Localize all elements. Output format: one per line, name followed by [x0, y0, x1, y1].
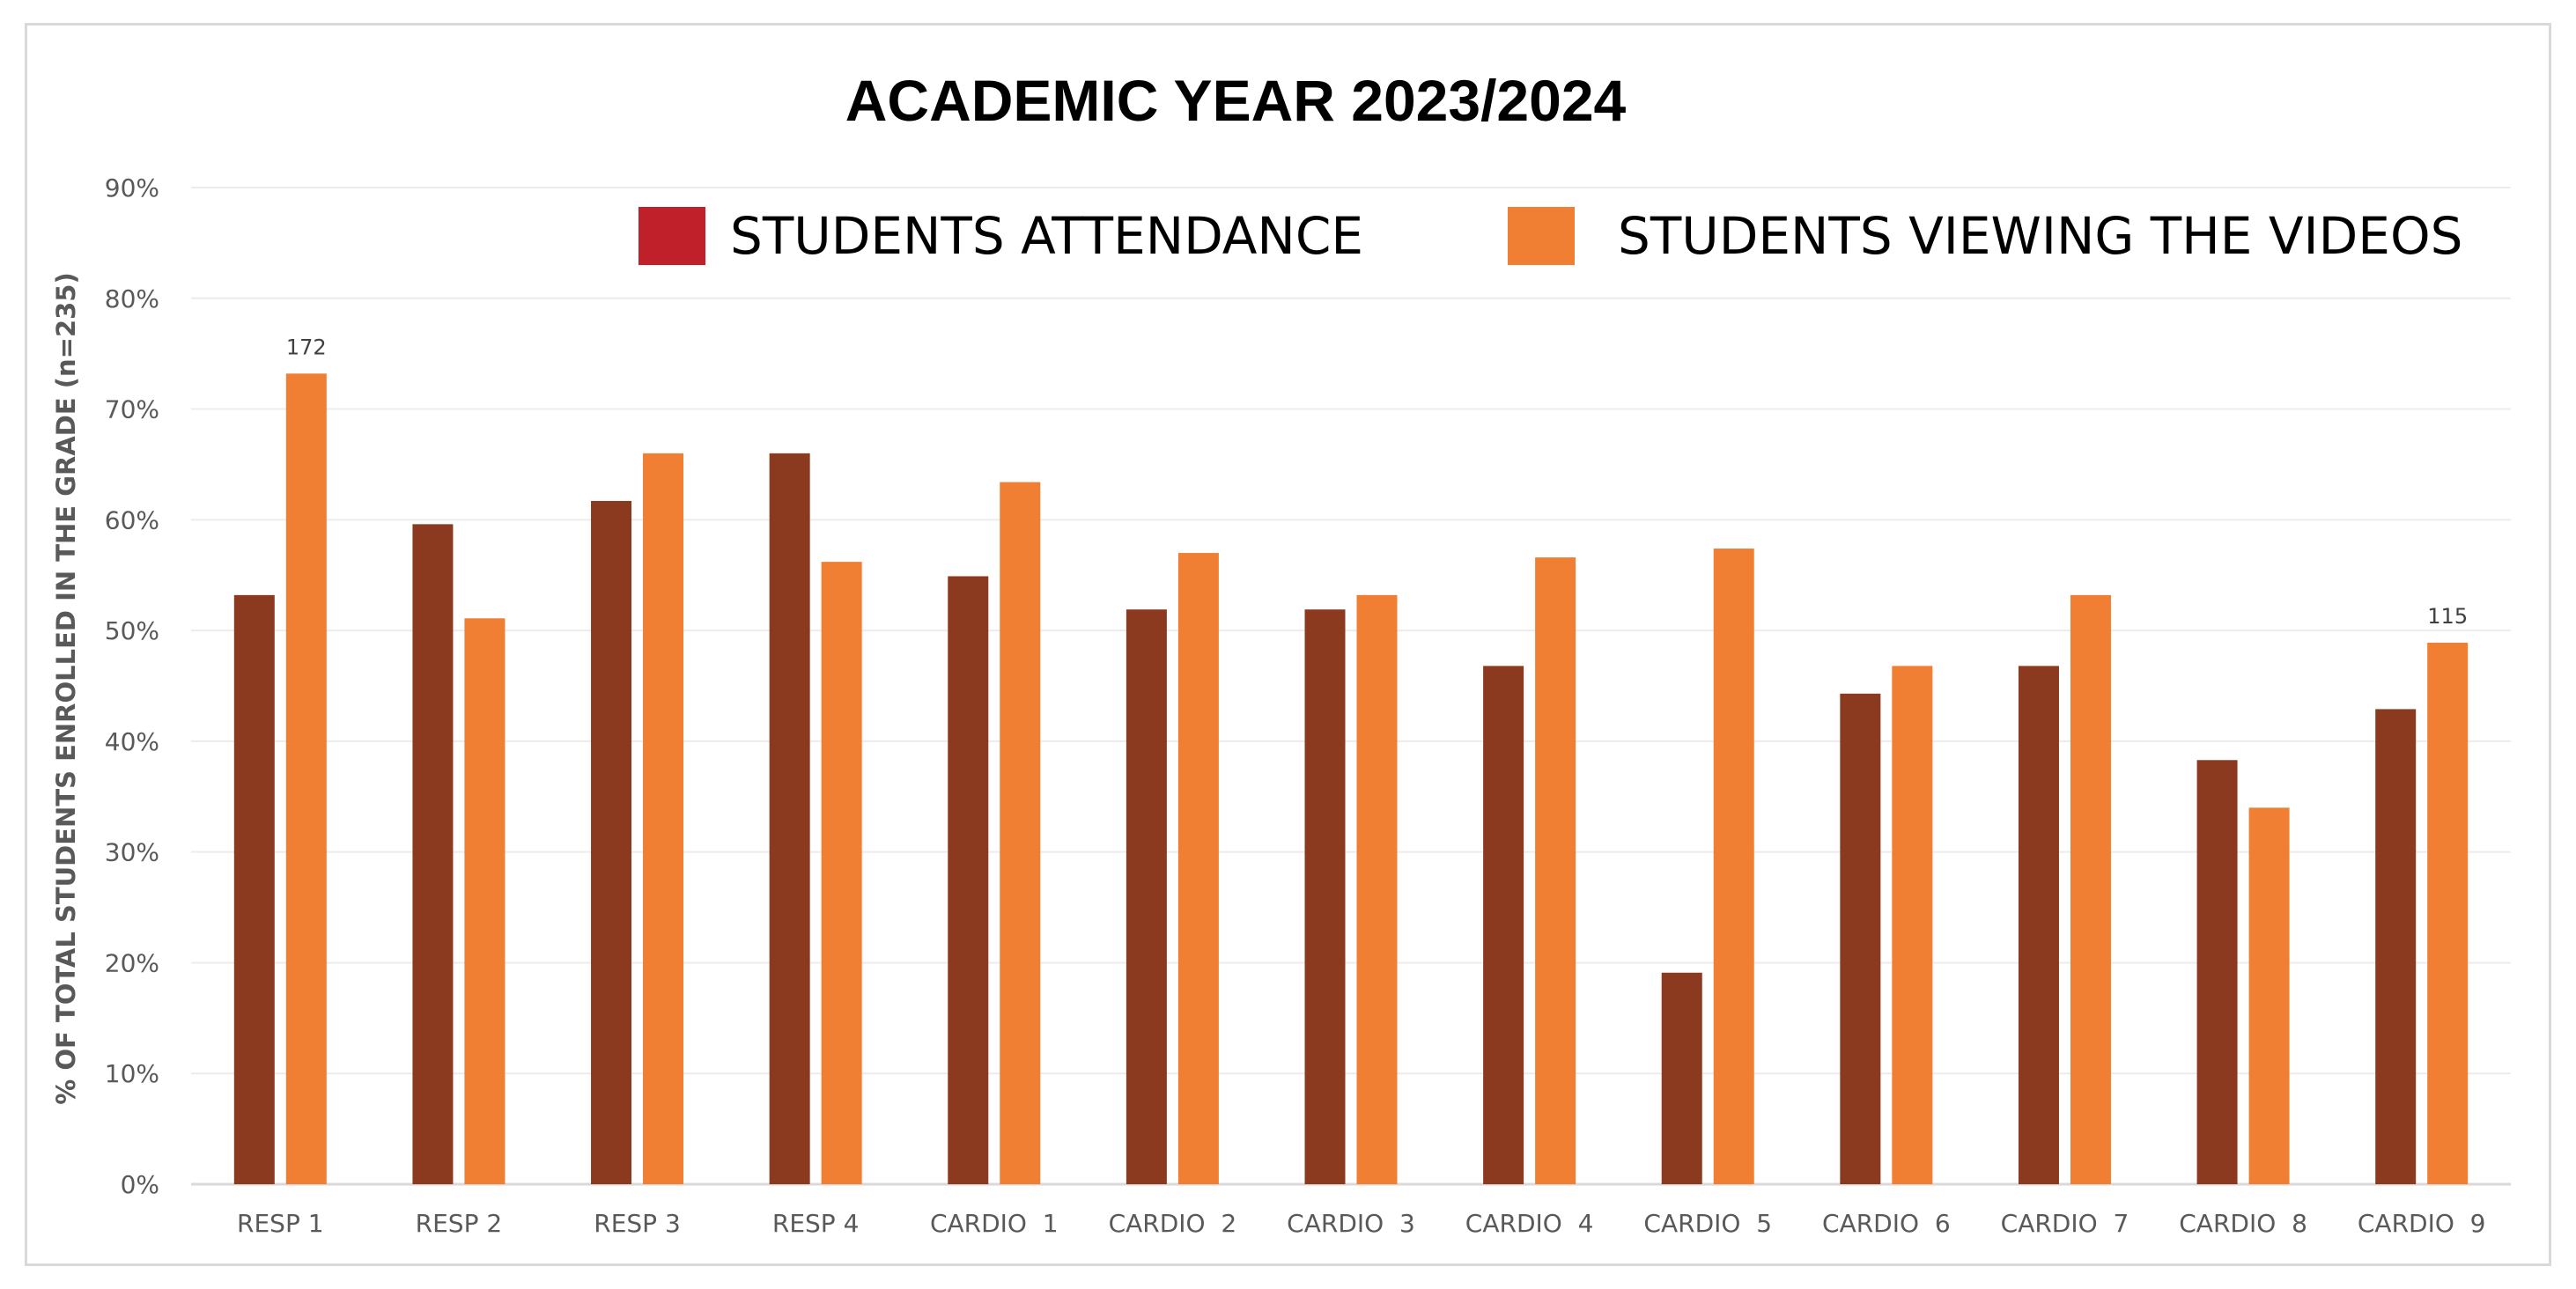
y-tick-label: 30% [105, 838, 159, 867]
bar-videos-13 [2427, 642, 2469, 1184]
bar-attendance-2 [412, 524, 454, 1184]
bar-videos-7 [1356, 594, 1398, 1184]
x-tick-label: RESP 3 [594, 1209, 681, 1238]
y-tick-label: 0% [121, 1170, 159, 1199]
legend-swatch-attendance [638, 207, 705, 265]
bars [233, 373, 2469, 1185]
x-tick-label: CARDIO 7 [2001, 1209, 2129, 1238]
bar-attendance-11 [2018, 666, 2059, 1184]
y-tick-label: 60% [105, 505, 159, 534]
chart-title: ACADEMIC YEAR 2023/2024 [845, 68, 1627, 133]
bar-attendance-5 [948, 576, 989, 1184]
bar-videos-12 [2248, 807, 2290, 1184]
x-tick-label: CARDIO 6 [1822, 1209, 1951, 1238]
bar-videos-2 [464, 618, 506, 1184]
y-tick-label: 90% [105, 173, 159, 203]
y-axis-label: % OF TOTAL STUDENTS ENROLLED IN THE GRAD… [51, 272, 81, 1105]
bar-videos-10 [1892, 666, 1933, 1184]
y-axis-ticks: 0% 10% 20% 30% 40% 50% 60% 70% 80% 90% [105, 173, 159, 1199]
gridlines [191, 187, 2511, 1186]
x-tick-label: RESP 2 [416, 1209, 503, 1238]
bar-chart: ACADEMIC YEAR 2023/2024 0% 10% 20% 30% 40% 50… [51, 68, 2511, 1238]
x-tick-label: CARDIO 3 [1287, 1209, 1415, 1238]
data-label: 172 [286, 335, 327, 359]
data-labels: 172 115 [286, 335, 2468, 629]
bar-attendance-10 [1840, 693, 1881, 1184]
bar-attendance-13 [2375, 709, 2417, 1184]
y-tick-label: 20% [105, 948, 159, 977]
bar-videos-4 [821, 562, 862, 1184]
y-tick-label: 80% [105, 284, 159, 313]
x-tick-label: CARDIO 9 [2358, 1209, 2486, 1238]
legend-label-videos: STUDENTS VIEWING THE VIDEOS [1618, 206, 2462, 266]
legend: STUDENTS ATTENDANCE STUDENTS VIEWING THE… [638, 206, 2462, 266]
chart-frame: ACADEMIC YEAR 2023/2024 0% 10% 20% 30% 40% 50… [25, 23, 2551, 1266]
x-tick-label: CARDIO 5 [1643, 1209, 1772, 1238]
bar-videos-1 [285, 373, 327, 1185]
y-tick-label: 40% [105, 727, 159, 756]
bar-videos-9 [1713, 549, 1754, 1184]
bar-videos-6 [1177, 553, 1219, 1184]
bar-videos-5 [1000, 482, 1041, 1184]
legend-label-attendance: STUDENTS ATTENDANCE [730, 206, 1363, 266]
x-tick-label: CARDIO 2 [1109, 1209, 1237, 1238]
bar-videos-3 [643, 453, 684, 1184]
bar-attendance-4 [769, 453, 810, 1184]
bar-attendance-6 [1126, 609, 1167, 1184]
y-tick-label: 70% [105, 395, 159, 424]
bar-attendance-3 [591, 500, 632, 1184]
x-tick-label: RESP 1 [237, 1209, 324, 1238]
y-tick-label: 50% [105, 616, 159, 645]
x-tick-label: CARDIO 4 [1465, 1209, 1594, 1238]
data-label: 115 [2427, 604, 2468, 629]
x-tick-label: CARDIO 8 [2179, 1209, 2307, 1238]
bar-attendance-9 [1661, 972, 1702, 1184]
bar-videos-11 [2070, 594, 2111, 1184]
legend-swatch-videos [1508, 207, 1575, 265]
bar-videos-8 [1535, 557, 1576, 1184]
y-tick-label: 10% [105, 1059, 159, 1088]
bar-attendance-12 [2196, 760, 2238, 1184]
bar-attendance-7 [1304, 609, 1346, 1184]
bar-attendance-8 [1483, 666, 1524, 1184]
x-tick-label: RESP 4 [772, 1209, 860, 1238]
bar-attendance-1 [233, 594, 275, 1184]
x-tick-label: CARDIO 1 [930, 1209, 1059, 1238]
x-axis-categories: RESP 1 RESP 2 RESP 3 RESP 4 CARDIO 1 CARDIO 2… [237, 1209, 2485, 1238]
